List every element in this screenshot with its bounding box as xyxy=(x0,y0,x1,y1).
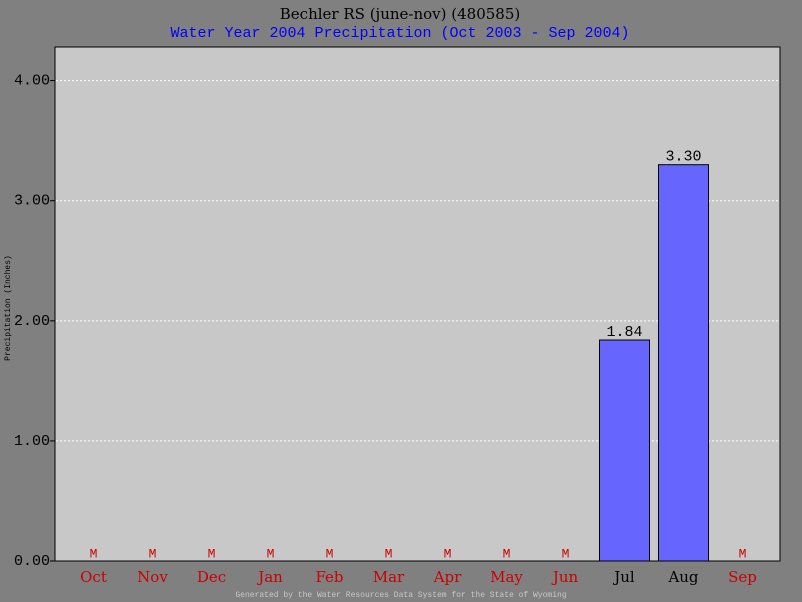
value-label: 1.84 xyxy=(606,324,642,341)
x-tick-label: Nov xyxy=(137,568,168,586)
value-label: M xyxy=(90,546,98,561)
x-tick-label: May xyxy=(490,568,523,586)
footer: Generated by the Water Resources Data Sy… xyxy=(235,591,566,600)
chart-subtitle: Water Year 2004 Precipitation (Oct 2003 … xyxy=(170,25,629,42)
y-axis-label: Precipitation (Inches) xyxy=(4,255,13,361)
value-label: M xyxy=(739,546,747,561)
x-tick-label: Oct xyxy=(80,568,107,586)
x-tick-label: Jul xyxy=(612,568,635,586)
y-tick-label: 4.00 xyxy=(14,73,50,90)
bar xyxy=(599,339,650,562)
y-tick-label: 3.00 xyxy=(14,193,50,210)
value-label: M xyxy=(149,546,157,561)
value-label: M xyxy=(267,546,275,561)
x-tick-label: Sep xyxy=(728,568,757,586)
x-tick-label: Jun xyxy=(551,568,579,586)
value-label: M xyxy=(444,546,452,561)
x-tick-label: Mar xyxy=(373,568,405,586)
value-label: M xyxy=(503,546,511,561)
x-tick-label: Dec xyxy=(197,568,226,586)
y-tick-label: 2.00 xyxy=(14,313,50,330)
value-label: M xyxy=(385,546,393,561)
chart-title: Bechler RS (june-nov) (480585) xyxy=(280,5,520,23)
value-label: M xyxy=(326,546,334,561)
x-tick-label: Aug xyxy=(667,568,698,586)
value-label: M xyxy=(562,546,570,561)
bar xyxy=(658,164,709,562)
y-tick-label: 0.00 xyxy=(14,553,50,570)
y-tick-label: 1.00 xyxy=(14,433,50,450)
x-tick-label: Jan xyxy=(256,568,283,586)
value-label: M xyxy=(208,546,216,561)
x-tick-label: Feb xyxy=(315,568,343,586)
value-label: 3.30 xyxy=(665,149,701,166)
x-tick-label: Apr xyxy=(433,568,462,586)
